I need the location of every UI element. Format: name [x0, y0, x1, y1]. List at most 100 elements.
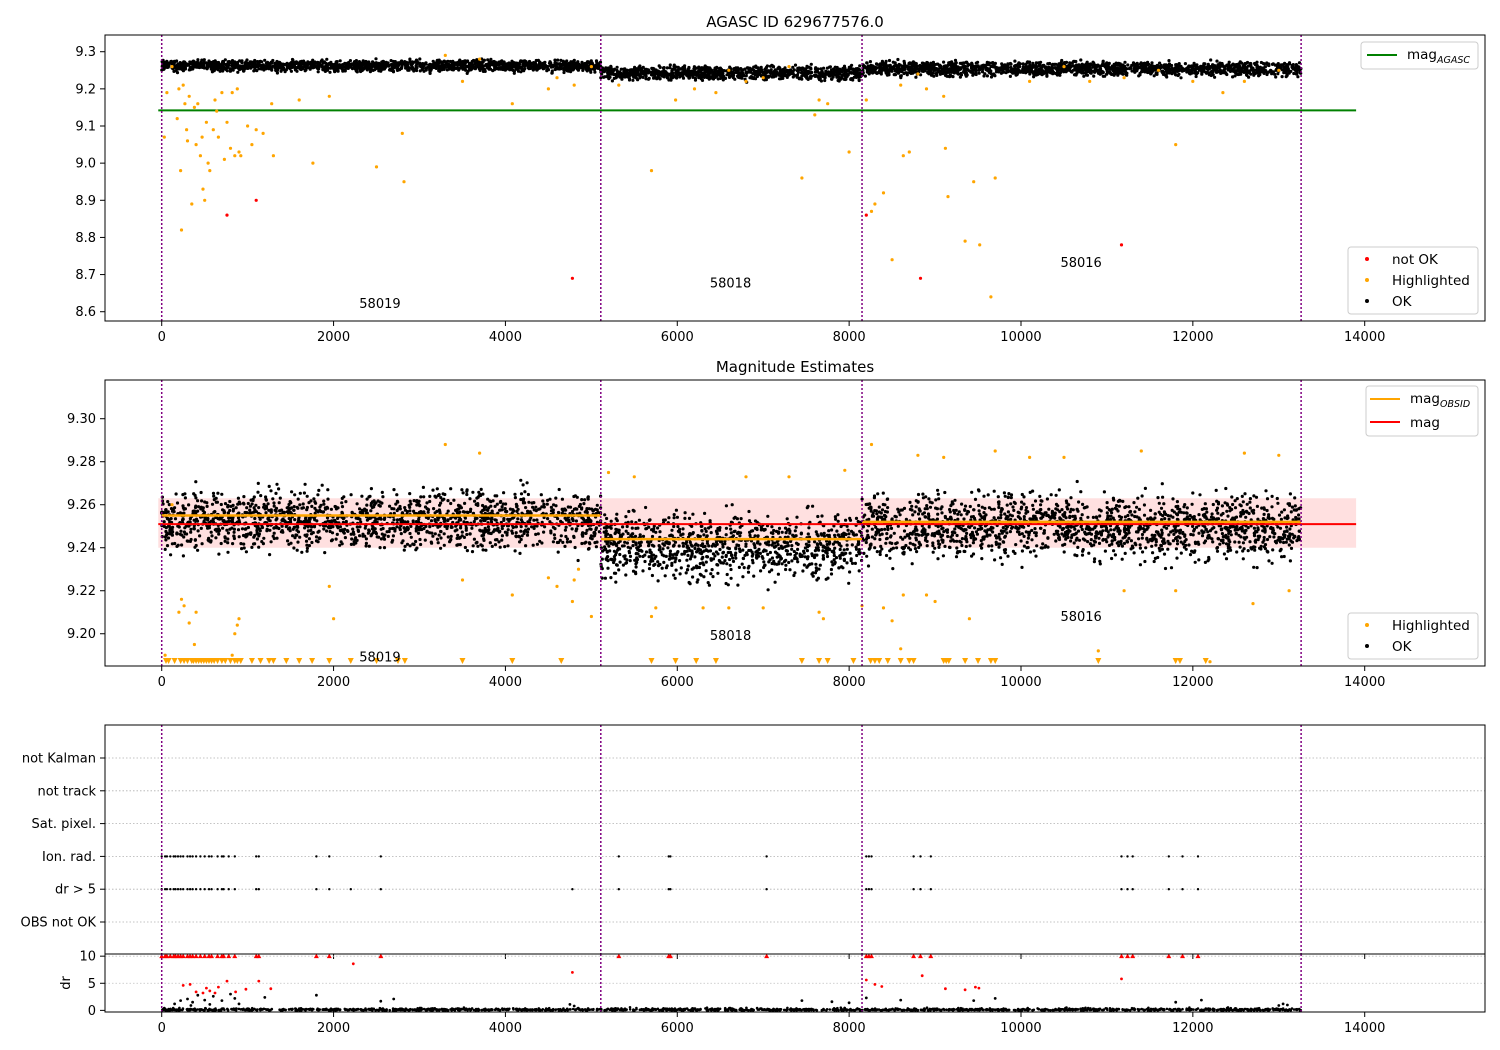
ok-point [1051, 71, 1055, 75]
ok-point [211, 62, 215, 66]
ok-point [194, 504, 198, 508]
ok-point [214, 60, 218, 64]
ok-point [414, 59, 418, 64]
ok-point [196, 548, 200, 552]
ok-point [1292, 71, 1296, 76]
ok-point [364, 59, 368, 64]
ok-point [275, 63, 279, 67]
ok-point [1114, 70, 1118, 74]
ok-point [819, 67, 823, 71]
ok-point [404, 60, 409, 64]
ok-point [1262, 66, 1266, 70]
data-point [963, 239, 967, 243]
ok-point [755, 73, 760, 77]
ok-point [1032, 75, 1036, 79]
ok-point [637, 65, 641, 69]
ok-point [281, 62, 285, 66]
ok-point [476, 544, 480, 548]
ok-point [1201, 64, 1205, 68]
ok-point [279, 69, 283, 73]
x-tick-label: 14000 [1344, 330, 1385, 345]
ok-point [377, 503, 381, 507]
ok-point [1116, 73, 1120, 77]
ok-point [675, 76, 679, 80]
ok-point [1026, 66, 1030, 70]
ok-point [589, 70, 593, 74]
ok-point [1126, 63, 1130, 67]
ok-point [225, 69, 229, 73]
ok-point [1194, 74, 1198, 79]
data-point [1156, 68, 1161, 72]
y-tick-label: 9.3 [75, 45, 96, 60]
ok-point [344, 500, 348, 504]
ok-point [636, 70, 640, 74]
ok-point [446, 64, 450, 68]
ok-point [914, 75, 918, 79]
magnitude-estimates-title: Magnitude Estimates [716, 358, 874, 376]
ok-point [219, 502, 223, 507]
ok-point [671, 74, 676, 78]
data-point [907, 150, 911, 154]
data-point [190, 202, 194, 206]
ok-point [1159, 65, 1163, 70]
ok-point [460, 488, 464, 492]
ok-point [361, 59, 365, 63]
ok-point [1144, 65, 1148, 69]
data-point [235, 87, 239, 91]
ok-point [985, 74, 990, 78]
ok-point [803, 71, 808, 76]
ok-point [289, 69, 293, 73]
data-point [181, 83, 185, 87]
ok-point [920, 61, 925, 65]
data-point [1277, 68, 1281, 72]
ok-point [890, 69, 894, 73]
ok-point [457, 66, 461, 71]
ok-point [1057, 72, 1061, 76]
ok-point [604, 68, 608, 72]
ok-point [1119, 71, 1123, 75]
ok-point [813, 73, 817, 77]
data-point [761, 76, 765, 80]
ok-point [644, 77, 648, 81]
ok-point [885, 68, 889, 72]
observation-label: 58018 [710, 277, 751, 292]
ok-point [956, 65, 960, 69]
ok-point [833, 69, 838, 73]
ok-point [559, 66, 563, 70]
ok-point [267, 66, 271, 70]
ok-point [500, 59, 504, 63]
ok-point [756, 66, 760, 70]
ok-point [627, 78, 632, 82]
ok-point [178, 532, 182, 536]
ok-point [434, 66, 438, 70]
ok-point [992, 64, 997, 68]
ok-point [1231, 62, 1235, 66]
ok-point [497, 63, 501, 67]
ok-point [586, 60, 591, 64]
ok-point [1092, 74, 1096, 78]
ok-point [192, 527, 196, 531]
ok-point [798, 68, 802, 72]
data-point [443, 53, 447, 58]
data-point [183, 102, 187, 106]
ok-point [389, 63, 393, 67]
ok-point [470, 59, 474, 64]
ok-point [1064, 60, 1069, 64]
ok-point [623, 75, 627, 79]
ok-point [1179, 76, 1183, 80]
ok-point [442, 67, 446, 71]
ok-point [967, 69, 971, 73]
ok-point [556, 67, 560, 71]
ok-point [665, 72, 669, 77]
x-tick-label: 10000 [1000, 330, 1041, 345]
ok-point [269, 540, 273, 544]
ok-point [400, 62, 404, 66]
data-point [787, 65, 791, 69]
y-tick-label: 8.8 [75, 231, 96, 246]
ok-point [952, 71, 957, 75]
ok-point [276, 66, 280, 70]
ok-point [977, 71, 981, 75]
ok-point [865, 61, 869, 65]
ok-point [1151, 66, 1155, 70]
ok-point [828, 65, 833, 69]
